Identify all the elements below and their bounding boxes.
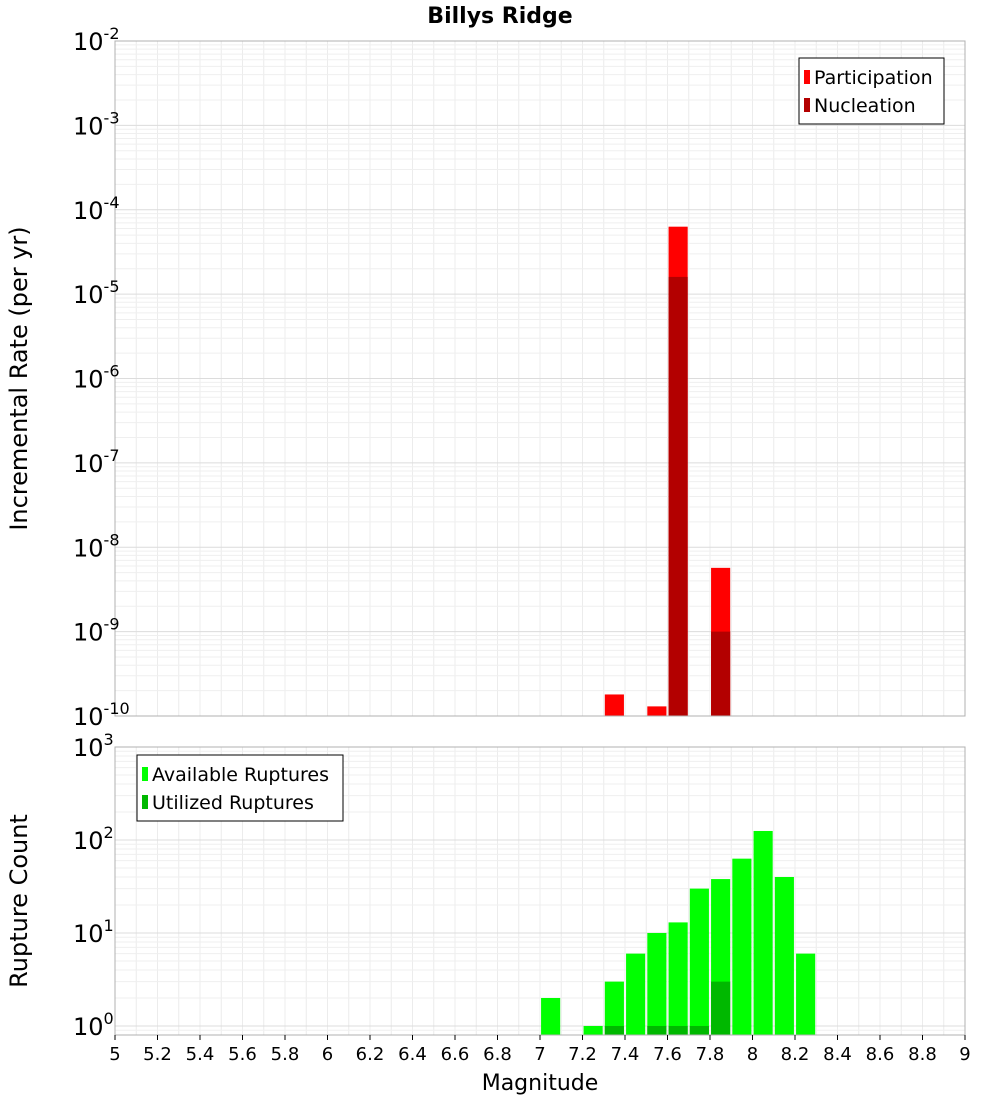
count-bars (541, 830, 816, 1035)
count-legend: Available Ruptures Utilized Ruptures (136, 754, 344, 822)
x-tick-label: 7 (534, 1044, 545, 1065)
rate-panel: 10-2 10-3 10-4 10-5 10-6 10-7 10-8 10-9 10-10 In… (5, 24, 966, 731)
bar (732, 858, 752, 1035)
bar (689, 888, 709, 1035)
bar (647, 1025, 667, 1035)
legend-box (136, 754, 344, 822)
bar (604, 694, 624, 716)
y-tick-label: 10-2 (73, 24, 120, 56)
y-tick-label: 10-8 (73, 530, 120, 562)
rate-bars (604, 226, 731, 716)
y-tick-label: 10-3 (73, 108, 120, 140)
legend-box (798, 57, 945, 125)
x-tick-label: 6.6 (441, 1044, 470, 1065)
x-tick-label: 8.6 (866, 1044, 895, 1065)
count-y-ticks: 103 102 101 100 (73, 730, 114, 1041)
x-tick-label: 5.2 (143, 1044, 172, 1065)
legend-swatch (142, 767, 148, 781)
magnitude-x-ticks: 5 5.2 5.4 5.6 5.8 6 6.2 6.4 6.6 6.8 7 7.2 7.4 7.6 7.8 8… (109, 1035, 971, 1065)
rate-legend: Participation Nucleation (798, 57, 945, 125)
bar (668, 1025, 688, 1035)
legend-label: Participation (814, 67, 933, 89)
x-tick-label: 5 (109, 1044, 120, 1065)
bar (668, 922, 688, 1035)
x-tick-label: 5.6 (228, 1044, 257, 1065)
x-tick-label: 6.2 (356, 1044, 385, 1065)
y-tick-label: 102 (73, 823, 114, 855)
rate-grid (114, 40, 966, 717)
x-tick-label: 6.4 (398, 1044, 427, 1065)
x-tick-label: 8.8 (908, 1044, 937, 1065)
x-tick-label: 6 (322, 1044, 333, 1065)
bar (604, 1025, 624, 1035)
bar (604, 981, 624, 1035)
count-y-axis-label: Rupture Count (5, 814, 33, 988)
bar (711, 631, 731, 716)
bar (626, 953, 646, 1035)
bar (796, 953, 816, 1035)
legend-swatch (142, 795, 148, 809)
x-tick-label: 9 (959, 1044, 970, 1065)
x-tick-label: 5.4 (186, 1044, 215, 1065)
x-tick-label: 8.4 (823, 1044, 852, 1065)
bar (583, 1025, 603, 1035)
x-tick-label: 6.8 (483, 1044, 512, 1065)
bar (541, 997, 561, 1035)
bar (689, 1025, 709, 1035)
y-tick-label: 10-9 (73, 615, 120, 647)
legend-label: Utilized Ruptures (152, 792, 314, 814)
x-tick-label: 7.8 (696, 1044, 725, 1065)
bar (753, 830, 773, 1035)
chart-title: Billys Ridge (427, 4, 572, 29)
rate-plot-frame (114, 40, 966, 717)
x-tick-label: 5.8 (271, 1044, 300, 1065)
legend-swatch (804, 98, 810, 112)
legend-swatch (804, 70, 810, 84)
legend-label: Nucleation (814, 95, 916, 117)
bar (647, 706, 667, 716)
bar (774, 877, 794, 1035)
x-tick-label: 8.2 (781, 1044, 810, 1065)
y-tick-label: 100 (73, 1009, 114, 1041)
legend-label: Available Ruptures (152, 764, 329, 786)
bar (711, 981, 731, 1035)
bar (647, 932, 667, 1035)
y-tick-label: 10-7 (73, 446, 120, 478)
y-tick-label: 10-5 (73, 277, 120, 309)
y-tick-label: 10-6 (73, 362, 120, 394)
x-tick-label: 7.4 (611, 1044, 640, 1065)
y-tick-label: 10-4 (73, 193, 120, 225)
bar (668, 276, 688, 716)
x-tick-label: 7.6 (653, 1044, 682, 1065)
x-axis-label: Magnitude (482, 1071, 599, 1096)
y-tick-label: 103 (73, 730, 114, 762)
rate-y-ticks: 10-2 10-3 10-4 10-5 10-6 10-7 10-8 10-9 10-10 (73, 24, 130, 731)
x-tick-label: 8 (747, 1044, 758, 1065)
y-tick-label: 101 (73, 916, 114, 948)
count-panel: 103 102 101 100 5 5.2 5.4 5.6 5.8 6 6.2 6.4 6.6 6.8 7… (5, 730, 971, 1096)
y-tick-label: 10-10 (73, 699, 130, 731)
x-tick-label: 7.2 (568, 1044, 597, 1065)
rate-y-axis-label: Incremental Rate (per yr) (5, 226, 33, 530)
